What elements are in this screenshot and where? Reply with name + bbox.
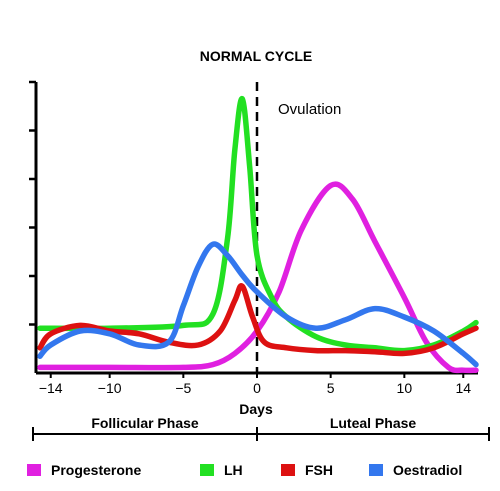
- series-oestradiol-line: [37, 241, 479, 368]
- x-tick-labels: −14 −10 −5 0 5 10 14: [39, 373, 471, 396]
- series-progesterone-line: [37, 181, 479, 374]
- x-tick-label: 14: [455, 380, 471, 396]
- legend-swatch-oestradiol: [369, 464, 383, 476]
- x-tick-label: −5: [175, 380, 191, 396]
- x-axis-label: Days: [239, 401, 273, 417]
- legend-swatch-fsh: [281, 464, 295, 476]
- legend: Progesterone LH FSH Oestradiol: [27, 462, 462, 478]
- x-tick-label: 5: [327, 380, 335, 396]
- x-tick-label: 0: [253, 380, 261, 396]
- phase-label-follicular: Follicular Phase: [91, 415, 199, 431]
- series-lh-line: [37, 96, 479, 354]
- x-tick-label: 10: [397, 380, 413, 396]
- legend-swatch-progesterone: [27, 464, 41, 476]
- legend-label-oestradiol: Oestradiol: [393, 462, 462, 478]
- x-tick-label: −14: [39, 380, 63, 396]
- series-layer: [37, 96, 479, 374]
- legend-label-progesterone: Progesterone: [51, 462, 141, 478]
- legend-label-lh: LH: [224, 462, 243, 478]
- phase-bar: Follicular Phase Luteal Phase: [32, 415, 490, 441]
- ovulation-label: Ovulation: [278, 101, 341, 118]
- x-tick-label: −10: [98, 380, 122, 396]
- chart-title: NORMAL CYCLE: [200, 48, 313, 64]
- phase-label-luteal: Luteal Phase: [330, 415, 417, 431]
- legend-swatch-lh: [200, 464, 214, 476]
- series-fsh-line: [37, 283, 479, 357]
- legend-label-fsh: FSH: [305, 462, 333, 478]
